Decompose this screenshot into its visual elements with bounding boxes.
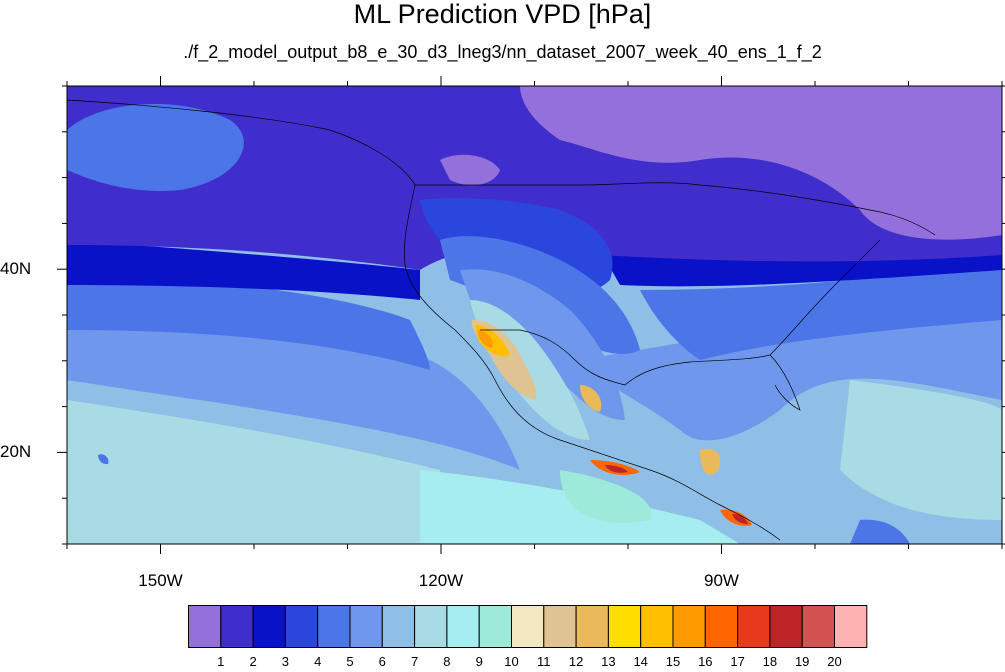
colorbar-swatch [446, 605, 480, 648]
colorbar-label: 4 [314, 654, 322, 669]
colorbar-label: 2 [249, 654, 257, 669]
colorbar-swatch [252, 605, 286, 648]
plot-title: ML Prediction VPD [hPa] [353, 0, 652, 29]
colorbar-swatch [672, 605, 706, 648]
lon-label-120w: 120W [418, 571, 464, 590]
colorbar-swatch [349, 605, 383, 648]
colorbar-label: 20 [827, 654, 842, 669]
lon-label-90w: 90W [704, 571, 739, 590]
colorbar-swatch [834, 605, 868, 648]
colorbar-label: 11 [537, 654, 551, 669]
colorbar-label: 9 [475, 654, 483, 669]
colorbar-swatch [704, 605, 739, 648]
colorbar-swatch [607, 605, 642, 648]
tick-marks [57, 76, 1005, 554]
lon-label-150w: 150W [138, 571, 183, 590]
colorbar-label: 18 [762, 654, 778, 669]
colorbar-label: 16 [698, 654, 713, 669]
colorbar [188, 605, 868, 648]
plot-subtitle: ./f_2_model_output_b8_e_30_d3_lneg3/nn_d… [183, 42, 822, 62]
colorbar-swatch [769, 605, 803, 648]
colorbar-swatch [737, 605, 771, 648]
colorbar-swatch [381, 605, 416, 648]
lat-label-20n: 20N [0, 442, 32, 462]
colorbar-label: 5 [346, 654, 354, 669]
lat-label-40n: 40N [0, 259, 32, 279]
colorbar-swatch [188, 605, 222, 648]
colorbar-swatch [640, 605, 674, 648]
colorbar-swatch [414, 605, 448, 648]
colorbar-swatch [317, 605, 351, 648]
vpd-field [67, 86, 1002, 544]
colorbar-label: 7 [410, 654, 419, 669]
colorbar-label: 6 [378, 654, 386, 669]
coastlines [67, 99, 936, 541]
colorbar-swatch [511, 605, 545, 648]
colorbar-label: 8 [443, 654, 451, 669]
vpd-map [57, 76, 1005, 554]
colorbar-swatch [284, 605, 319, 648]
colorbar-label: 3 [281, 654, 290, 669]
colorbar-label: 12 [568, 654, 584, 669]
colorbar-swatch [478, 605, 513, 648]
colorbar-swatch [801, 605, 836, 648]
colorbar-label: 10 [504, 654, 519, 669]
colorbar-swatch [575, 605, 609, 648]
colorbar-label: 15 [665, 654, 681, 669]
colorbar-swatch [220, 605, 254, 648]
colorbar-label: 19 [794, 654, 810, 669]
colorbar-label: 1 [217, 654, 225, 669]
colorbar-label: 13 [601, 654, 616, 669]
colorbar-label: 14 [633, 654, 648, 669]
colorbar-label: 17 [730, 654, 745, 669]
colorbar-swatch [543, 605, 577, 648]
